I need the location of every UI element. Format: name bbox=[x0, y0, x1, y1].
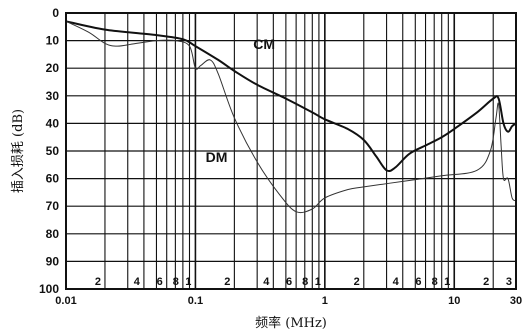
y-tick-label: 90 bbox=[46, 254, 60, 268]
series-layer bbox=[65, 20, 517, 214]
x-minor-tick-label: 8 bbox=[173, 276, 179, 288]
y-tick-label: 0 bbox=[52, 6, 59, 20]
x-minor-tick-label: 2 bbox=[224, 276, 230, 288]
x-minor-tick-label: 8 bbox=[432, 276, 438, 288]
x-tick-label: 0.1 bbox=[188, 295, 203, 307]
y-tick-label: 50 bbox=[46, 144, 60, 158]
grid bbox=[66, 13, 516, 289]
x-minor-tick-label: 1 bbox=[185, 276, 191, 288]
y-tick-label: 60 bbox=[46, 172, 60, 186]
x-minor-tick-label: 8 bbox=[302, 276, 308, 288]
x-minor-tick-label: 4 bbox=[393, 276, 400, 288]
plot-frame bbox=[65, 12, 517, 290]
series-line-cm bbox=[65, 20, 517, 173]
series-line-dm bbox=[65, 20, 517, 214]
label-layer: CM DM bbox=[206, 36, 275, 165]
series-label-dm: DM bbox=[206, 149, 228, 165]
x-axis-title: 频率 (MHz) bbox=[255, 315, 327, 331]
y-tick-label: 30 bbox=[46, 89, 60, 103]
y-axis-title: 插入损耗 (dB) bbox=[11, 109, 26, 193]
y-tick-label: 10 bbox=[46, 34, 60, 48]
y-tick-label: 20 bbox=[46, 61, 60, 75]
x-minor-tick-label: 4 bbox=[134, 276, 141, 288]
x-minor-tick-label: 3 bbox=[506, 276, 512, 288]
x-minor-tick-label: 1 bbox=[315, 276, 321, 288]
x-tick-label: 30 bbox=[510, 295, 522, 307]
text-layer: 2 4 6 8 1 2 4 6 8 1 2 4 6 8 1 2 301020304050607080901000… bbox=[11, 6, 522, 331]
x-minor-tick-label: 2 bbox=[95, 276, 101, 288]
y-tick-label: 80 bbox=[46, 227, 60, 241]
x-tick-label: 0.01 bbox=[55, 295, 76, 307]
x-minor-tick-label: 1 bbox=[444, 276, 450, 288]
series-label-cm: CM bbox=[253, 36, 275, 52]
x-minor-tick-label: 6 bbox=[415, 276, 421, 288]
x-tick-label: 1 bbox=[322, 295, 328, 307]
x-tick-label: 10 bbox=[448, 295, 460, 307]
x-minor-tick-label: 2 bbox=[354, 276, 360, 288]
y-tick-label: 100 bbox=[39, 282, 59, 296]
x-minor-tick-label: 4 bbox=[263, 276, 270, 288]
y-tick-label: 40 bbox=[46, 116, 60, 130]
x-minor-tick-label: 6 bbox=[157, 276, 163, 288]
x-minor-tick-label: 6 bbox=[286, 276, 292, 288]
x-minor-tick-label: 2 bbox=[483, 276, 489, 288]
y-tick-label: 70 bbox=[46, 199, 60, 213]
